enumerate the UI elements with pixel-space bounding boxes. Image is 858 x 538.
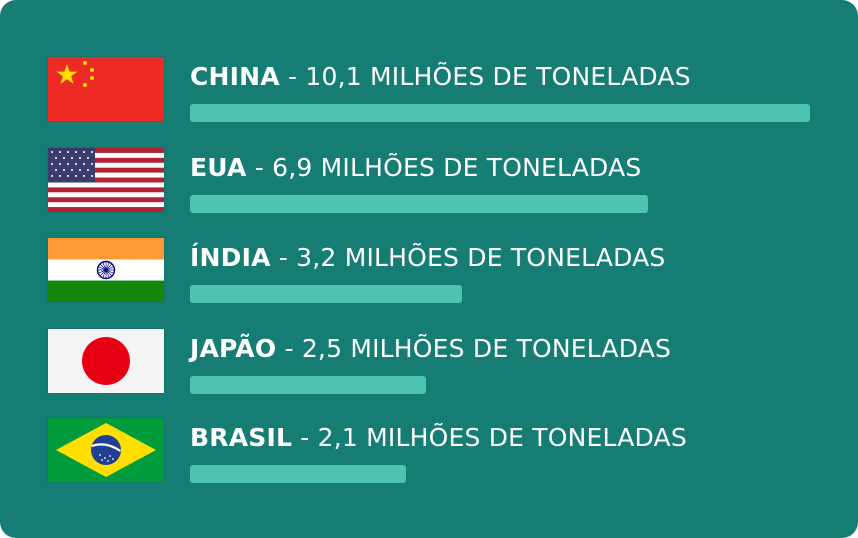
- usa-flag-icon: [48, 148, 164, 212]
- unit-text: MILHÕES DE TONELADAS: [344, 243, 666, 272]
- chart-label: CHINA - 10,1 MILHÕES DE TONELADAS: [190, 62, 691, 91]
- value-text: 2,5: [301, 334, 343, 363]
- country-name: CHINA: [190, 62, 280, 91]
- chart-label: EUA - 6,9 MILHÕES DE TONELADAS: [190, 153, 642, 182]
- india-flag-icon: [48, 238, 164, 302]
- chart-row-japao: JAPÃO - 2,5 MILHÕES DE TONELADAS: [0, 329, 858, 409]
- chart-bar-japao: [190, 376, 426, 394]
- chart-bar-india: [190, 285, 462, 303]
- unit-text: MILHÕES DE TONELADAS: [366, 423, 687, 452]
- unit-text: MILHÕES DE TONELADAS: [320, 153, 642, 182]
- brazil-flag-icon: [48, 418, 164, 482]
- value-text: 3,2: [296, 243, 337, 272]
- unit-text: MILHÕES DE TONELADAS: [370, 62, 691, 91]
- chart-label: ÍNDIA - 3,2 MILHÕES DE TONELADAS: [190, 243, 666, 272]
- chart-row-india: ÍNDIA - 3,2 MILHÕES DE TONELADAS: [0, 238, 858, 318]
- country-name: JAPÃO: [190, 334, 277, 363]
- chart-label: JAPÃO - 2,5 MILHÕES DE TONELADAS: [190, 334, 672, 363]
- value-text: 6,9: [272, 153, 313, 182]
- japan-flag-icon: [48, 329, 164, 393]
- unit-text: MILHÕES DE TONELADAS: [350, 334, 672, 363]
- chart-row-eua: EUA - 6,9 MILHÕES DE TONELADAS: [0, 148, 858, 228]
- value-text: 10,1: [305, 62, 362, 91]
- chart-bar-eua: [190, 195, 648, 213]
- chart-row-brasil: BRASIL - 2,1 MILHÕES DE TONELADAS: [0, 418, 858, 498]
- chart-bar-china: [190, 104, 810, 122]
- value-text: 2,1: [317, 423, 358, 452]
- china-flag-icon: [48, 57, 164, 121]
- country-name: BRASIL: [190, 423, 293, 452]
- country-name: ÍNDIA: [190, 243, 271, 272]
- chart-row-china: CHINA - 10,1 MILHÕES DE TONELADAS: [0, 57, 858, 137]
- chart-label: BRASIL - 2,1 MILHÕES DE TONELADAS: [190, 423, 687, 452]
- country-name: EUA: [190, 153, 247, 182]
- chart-bar-brasil: [190, 465, 406, 483]
